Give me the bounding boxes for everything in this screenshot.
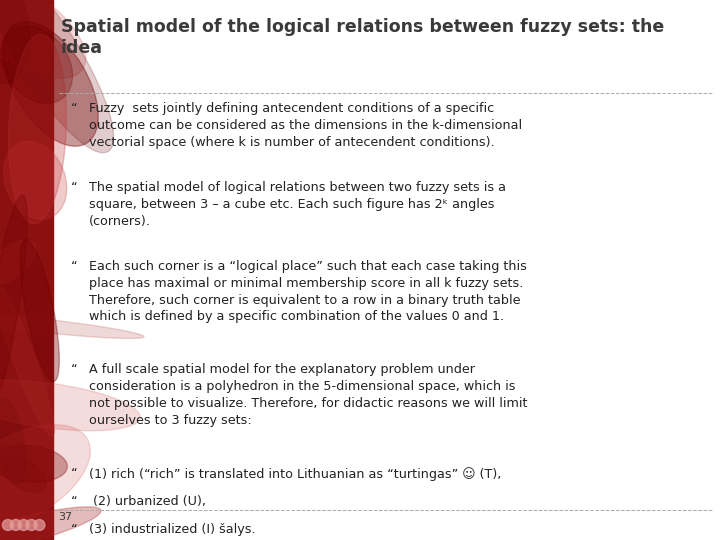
Ellipse shape	[0, 283, 54, 436]
Text: “: “	[71, 102, 77, 115]
Text: “: “	[71, 467, 77, 480]
Ellipse shape	[0, 446, 68, 482]
Ellipse shape	[0, 456, 46, 492]
Text: Spatial model of the logical relations between fuzzy sets: the
idea: Spatial model of the logical relations b…	[60, 18, 664, 57]
Ellipse shape	[1, 26, 73, 103]
Text: A full scale spatial model for the explanatory problem under
consideration is a : A full scale spatial model for the expla…	[89, 363, 527, 427]
Text: (3) industrialized (I) šalys.: (3) industrialized (I) šalys.	[89, 523, 255, 536]
Text: The spatial model of logical relations between two fuzzy sets is a
square, betwe: The spatial model of logical relations b…	[89, 181, 505, 227]
Ellipse shape	[0, 0, 30, 83]
Circle shape	[18, 519, 29, 530]
Text: “: “	[71, 363, 77, 376]
Text: (1) rich (“rich” is translated into Lithuanian as “turtingas” ☺ (T),: (1) rich (“rich” is translated into Lith…	[89, 467, 501, 481]
Text: “: “	[71, 181, 77, 194]
Circle shape	[34, 519, 45, 530]
Ellipse shape	[0, 399, 25, 485]
Circle shape	[26, 519, 37, 530]
Text: Fuzzy  sets jointly defining antecendent conditions of a specific
outcome can be: Fuzzy sets jointly defining antecendent …	[89, 102, 522, 148]
Ellipse shape	[4, 141, 67, 219]
Ellipse shape	[0, 309, 144, 339]
Ellipse shape	[0, 0, 114, 153]
Ellipse shape	[0, 380, 140, 431]
Text: Each such corner is a “logical place” such that each case taking this
place has : Each such corner is a “logical place” su…	[89, 260, 526, 323]
Ellipse shape	[0, 195, 27, 410]
Ellipse shape	[0, 240, 36, 285]
Text: “: “	[71, 260, 77, 273]
Ellipse shape	[9, 35, 66, 224]
Ellipse shape	[0, 0, 86, 78]
Ellipse shape	[0, 425, 91, 530]
Circle shape	[2, 519, 14, 530]
Ellipse shape	[0, 507, 101, 540]
Ellipse shape	[3, 22, 98, 146]
Text: (2) urbanized (U),: (2) urbanized (U),	[89, 495, 206, 508]
Bar	[0, 0, 53, 540]
Text: “: “	[71, 523, 77, 536]
Text: 37: 37	[58, 512, 73, 522]
Text: “: “	[71, 495, 77, 508]
Ellipse shape	[20, 239, 59, 382]
Circle shape	[10, 519, 22, 530]
